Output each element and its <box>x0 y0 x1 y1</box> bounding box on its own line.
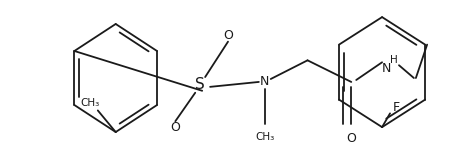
Text: CH₃: CH₃ <box>80 97 100 108</box>
Text: N: N <box>260 75 270 88</box>
Text: CH₃: CH₃ <box>255 132 274 142</box>
Text: O: O <box>346 132 356 145</box>
Text: O: O <box>223 29 233 42</box>
Text: S: S <box>195 77 205 92</box>
Text: F: F <box>392 101 400 114</box>
Text: O: O <box>171 121 180 134</box>
Text: H: H <box>390 55 398 65</box>
Text: N: N <box>381 62 391 75</box>
